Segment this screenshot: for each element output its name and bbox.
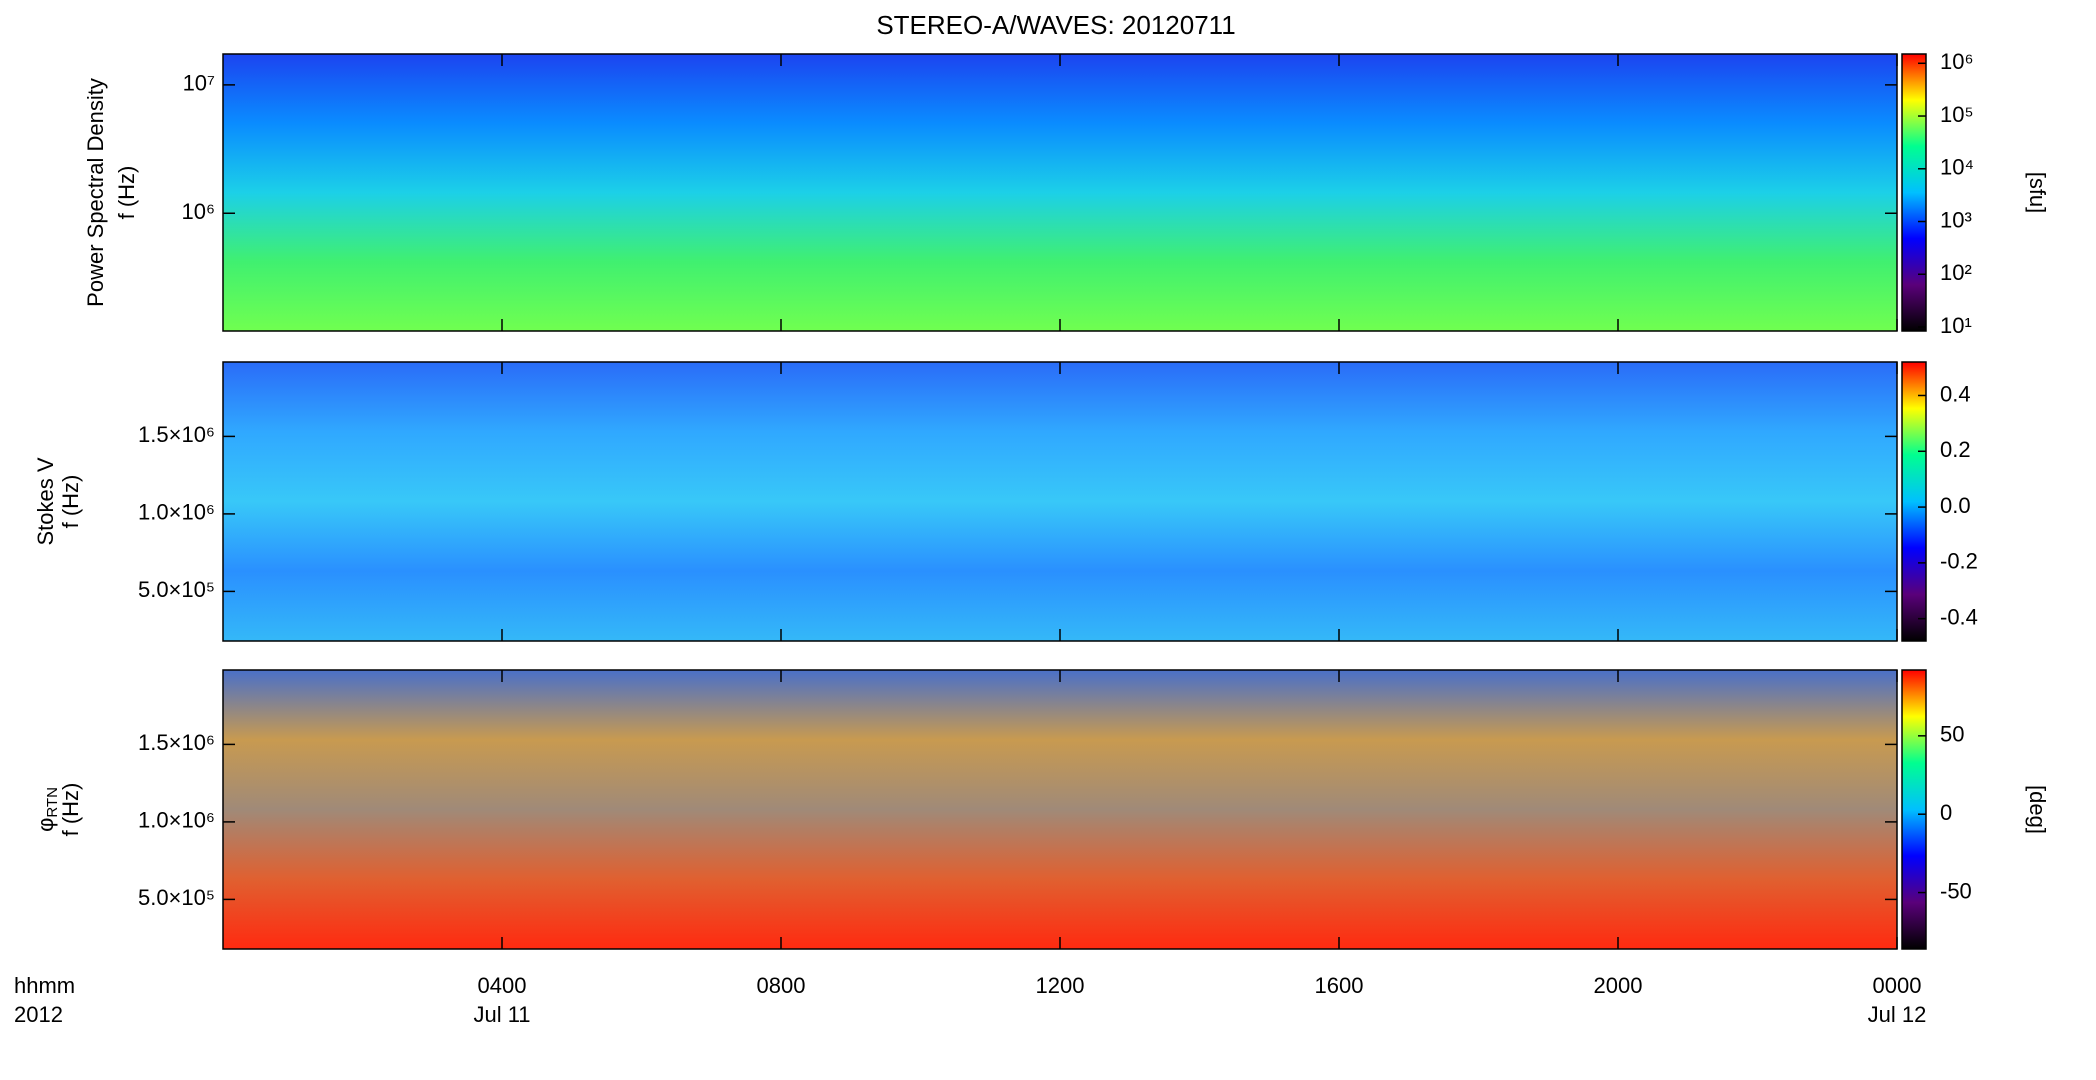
- colorbar-tick-label: 10⁵: [1940, 102, 1974, 127]
- colorbar-tick-label: 0: [1940, 800, 1952, 825]
- chart-title: STEREO-A/WAVES: 20120711: [876, 10, 1235, 40]
- colorbar-tick-label: -0.4: [1940, 604, 1978, 629]
- colorbar-tick-label: 10²: [1940, 260, 1972, 285]
- x-date-label: Jul 12: [1868, 1002, 1927, 1027]
- y-axis-label: Power Spectral Density: [83, 78, 108, 307]
- colorbar-frame: [1901, 361, 1927, 642]
- y-axis-label: f (Hz): [58, 475, 83, 529]
- x-axis-corner-label: hhmm: [14, 973, 75, 998]
- colorbar: [1902, 362, 1926, 641]
- colorbar-tick-label: 0.0: [1940, 493, 1971, 518]
- colorbar-tick-label: 10¹: [1940, 313, 1972, 338]
- x-date-label: Jul 11: [473, 1002, 530, 1027]
- colorbar-tick-label: -50: [1940, 878, 1972, 903]
- y-axis-label: f (Hz): [114, 166, 139, 220]
- spectrogram: [223, 362, 1897, 641]
- spectrogram: [223, 670, 1897, 949]
- x-tick-label: 0000: [1873, 973, 1922, 998]
- x-tick-label: 2000: [1594, 973, 1643, 998]
- colorbar-tick-label: 0.2: [1940, 437, 1971, 462]
- y-tick-label: 10⁶: [181, 199, 215, 224]
- y-axis-label-symbol: φ: [33, 818, 58, 832]
- colorbar-tick-label: -0.2: [1940, 549, 1978, 574]
- y-tick-label: 5.0×10⁵: [138, 885, 215, 910]
- colorbar-frame: [1901, 669, 1927, 950]
- spectrogram: [223, 54, 1897, 331]
- colorbar-frame: [1901, 53, 1927, 332]
- colorbar: [1902, 670, 1926, 949]
- x-tick-label: 0400: [478, 973, 527, 998]
- colorbar-tick-label: 10³: [1940, 207, 1972, 232]
- y-tick-label: 1.0×10⁶: [138, 808, 215, 833]
- y-tick-label: 1.5×10⁶: [138, 730, 215, 755]
- y-axis-label: φRTN: [33, 787, 61, 832]
- colorbar: [1902, 54, 1926, 331]
- x-tick-label: 1200: [1036, 973, 1085, 998]
- colorbar-tick-label: 10⁶: [1940, 49, 1974, 74]
- y-axis-label-subscript: RTN: [44, 787, 61, 818]
- colorbar-tick-label: 0.4: [1940, 381, 1971, 406]
- colorbar-label: [sfu]: [2025, 172, 2050, 214]
- y-axis-label: Stokes V: [33, 457, 58, 545]
- colorbar-tick-label: 10⁴: [1940, 155, 1974, 180]
- y-axis-label: f (Hz): [58, 783, 83, 837]
- colorbar-label: [deg]: [2025, 785, 2050, 834]
- y-tick-label: 1.0×10⁶: [138, 500, 215, 525]
- x-tick-label: 0800: [757, 973, 806, 998]
- x-tick-label: 1600: [1315, 973, 1364, 998]
- x-axis-corner-label: 2012: [14, 1002, 63, 1027]
- y-tick-label: 5.0×10⁵: [138, 577, 215, 602]
- y-tick-label: 1.5×10⁶: [138, 422, 215, 447]
- y-tick-label: 10⁷: [183, 71, 215, 96]
- colorbar-tick-label: 50: [1940, 722, 1964, 747]
